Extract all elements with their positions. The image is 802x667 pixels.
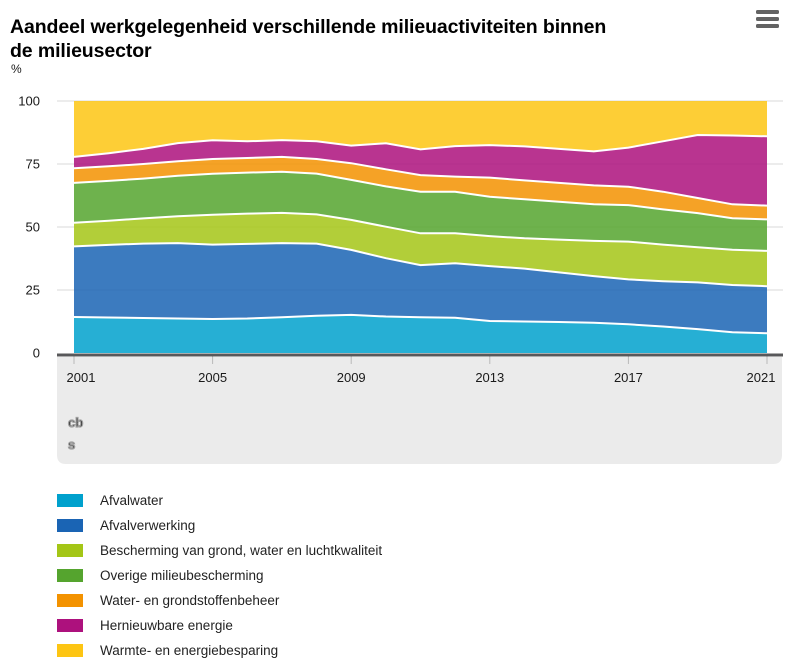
svg-text:cb: cb	[68, 415, 83, 430]
legend-item: Overige milieubescherming	[57, 563, 382, 588]
y-tick-label: 75	[26, 157, 40, 172]
legend-label: Water- en grondstoffenbeheer	[100, 593, 280, 608]
cbs-logo: cb s	[67, 414, 83, 452]
legend-swatch	[57, 569, 83, 582]
band-separator	[73, 170, 768, 221]
legend-swatch	[57, 594, 83, 607]
legend-label: Overige milieubescherming	[100, 568, 264, 583]
x-tick-label: 2005	[198, 370, 227, 385]
legend-label: Hernieuwbare energie	[100, 618, 233, 633]
band-separator	[73, 211, 768, 252]
band-separator	[73, 133, 768, 158]
chart-options-menu-button[interactable]	[756, 10, 779, 31]
area-bescherming-van-grond-water-en-luchtkwaliteit[interactable]	[74, 212, 767, 287]
x-tick-label: 2009	[337, 370, 366, 385]
legend-swatch	[57, 494, 83, 507]
legend-item: Afvalwater	[57, 488, 382, 513]
area-warmte-en-energiebesparing[interactable]	[74, 101, 767, 157]
area-afvalwater[interactable]	[74, 314, 767, 353]
band-separator	[73, 242, 768, 288]
legend-item: Bescherming van grond, water en luchtkwa…	[57, 538, 382, 563]
band-separator	[73, 313, 768, 335]
chart-title: Aandeel werkgelegenheid verschillende mi…	[10, 16, 607, 63]
y-tick-label: 25	[26, 283, 40, 298]
chart-footer-panel	[57, 357, 782, 464]
x-tick-label: 2017	[614, 370, 643, 385]
legend-swatch	[57, 519, 83, 532]
legend-item: Water- en grondstoffenbeheer	[57, 588, 382, 613]
y-tick-label: 0	[33, 346, 40, 361]
x-tick-label: 2013	[475, 370, 504, 385]
legend-swatch	[57, 644, 83, 657]
hamburger-icon	[756, 24, 779, 28]
legend-label: Afvalwater	[100, 493, 164, 508]
y-tick-label: 50	[26, 220, 40, 235]
legend-swatch	[57, 544, 83, 557]
legend-item: Afvalverwerking	[57, 513, 382, 538]
y-tick-label: 100	[18, 94, 40, 109]
legend-item: Hernieuwbare energie	[57, 613, 382, 638]
legend-label: Warmte- en energiebesparing	[100, 643, 279, 658]
y-axis-unit-label: %	[11, 62, 22, 76]
legend-item: Warmte- en energiebesparing	[57, 638, 382, 663]
hamburger-icon	[756, 10, 779, 14]
stacked-area-chart: 2001 2005 2009 2013 2017 2021 0 25 50 75 100 cb s	[18, 94, 783, 464]
legend-label: Afvalverwerking	[100, 518, 196, 533]
legend: Afvalwater Afvalverwerking Bescherming van…	[57, 488, 382, 663]
area-afvalverwerking[interactable]	[74, 243, 767, 334]
area-hernieuwbare-energie[interactable]	[74, 135, 767, 206]
legend-swatch	[57, 619, 83, 632]
svg-text:s: s	[68, 437, 75, 452]
x-tick-label: 2021	[747, 370, 776, 385]
hamburger-icon	[756, 17, 779, 21]
area-overige-milieubescherming[interactable]	[74, 171, 767, 251]
band-separator	[73, 155, 768, 207]
legend-label: Bescherming van grond, water en luchtkwa…	[100, 543, 383, 558]
x-tick-label: 2001	[67, 370, 96, 385]
